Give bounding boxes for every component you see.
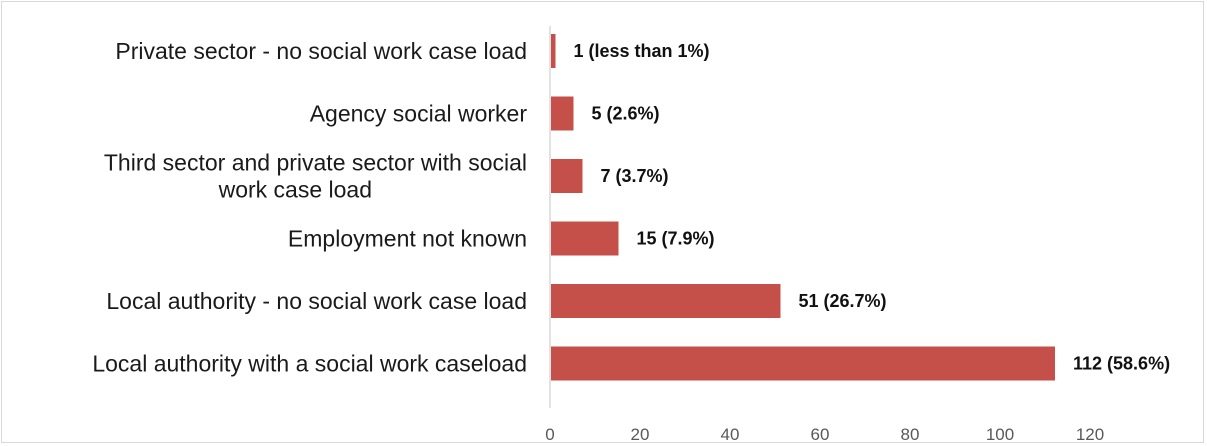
category-label: Third sector and private sector with soc… [104,150,527,203]
bar [551,159,583,193]
category-label: Local authority with a social work casel… [92,351,527,377]
x-tick-label: 20 [631,425,650,444]
data-label: 51 (26.7%) [799,291,887,311]
x-tick-label: 120 [1076,425,1104,444]
category-label: Employment not known [288,226,527,252]
x-tick-label: 60 [811,425,830,444]
data-label: 7 (3.7%) [601,166,669,186]
x-tick-label: 100 [986,425,1014,444]
category-label: Local authority - no social work case lo… [106,288,527,314]
data-label: 112 (58.6%) [1073,354,1170,374]
x-tick-label: 40 [721,425,740,444]
category-label: Agency social worker [310,101,528,127]
data-labels-layer: 1 (less than 1%) 5 (2.6%) 7 (3.7%) 15 (7.9%… [574,41,1171,374]
axis-layer: 0 20 40 60 80 100 120 [545,26,1104,444]
category-labels-layer: Private sector - no social work case loa… [92,38,528,377]
data-label: 5 (2.6%) [592,104,660,124]
bars-layer [551,34,1055,381]
bar [551,96,574,131]
data-label: 15 (7.9%) [637,229,715,249]
x-tick-label: 0 [545,425,554,444]
bar [551,221,619,256]
bar [551,346,1055,381]
category-label: Private sector - no social work case loa… [115,38,527,64]
x-tick-label: 80 [901,425,920,444]
data-label: 1 (less than 1%) [574,41,710,61]
bar [551,284,781,318]
bar [551,34,556,68]
